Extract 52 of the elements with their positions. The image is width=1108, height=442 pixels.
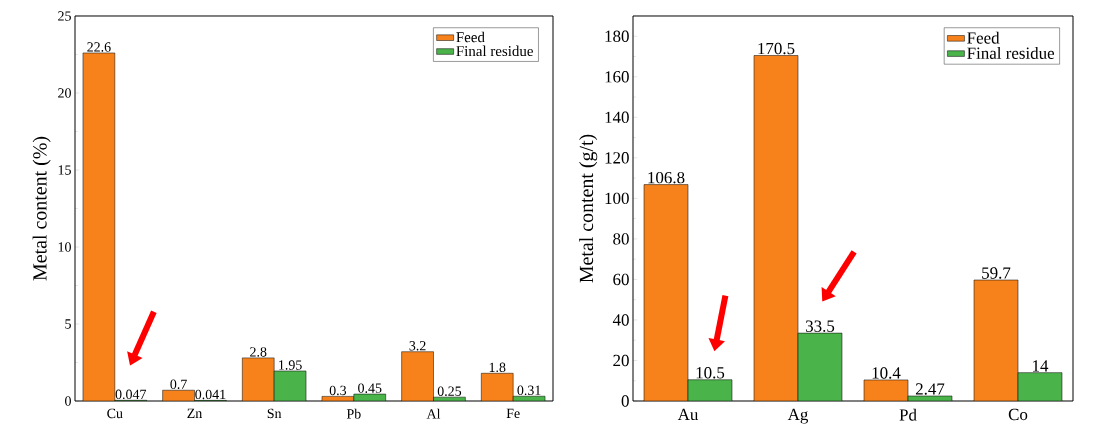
data-label: 0.25: [437, 386, 462, 396]
y-tick-label: 15: [58, 165, 71, 175]
data-label: 1.8: [489, 362, 506, 373]
data-label: 170.5: [758, 42, 795, 55]
x-tick-label: Pb: [346, 408, 361, 419]
data-label: 106.8: [648, 171, 685, 184]
legend-label: Feed: [456, 31, 485, 43]
data-label: 2.47: [915, 383, 945, 395]
data-label: 0.45: [358, 383, 382, 393]
data-label: 2.8: [250, 347, 267, 357]
data-label: 3.2: [409, 341, 426, 351]
y-axis-title: Metal content (g/t): [579, 134, 598, 283]
data-label: 14: [1033, 360, 1049, 372]
data-label: 10.5: [696, 367, 725, 379]
y-tick-label: 140: [605, 111, 629, 124]
x-tick-label: Zn: [187, 408, 203, 418]
data-label: 10.4: [872, 367, 901, 379]
x-tick-label: Al: [426, 408, 441, 419]
y-tick-label: 10: [58, 242, 71, 252]
x-tick-label: Co: [1008, 408, 1028, 421]
x-tick-label: Au: [677, 408, 699, 421]
y-tick-label: 0: [621, 395, 629, 407]
data-label: 0.7: [170, 379, 187, 390]
y-tick-label: 60: [613, 273, 629, 286]
y-tick-label: 5: [65, 319, 71, 329]
y-axis-title: Metal content (%): [32, 136, 51, 281]
y-tick-label: 0: [65, 396, 71, 406]
y-tick-label: 180: [605, 30, 629, 42]
y-tick-label: 20: [58, 88, 71, 98]
data-label: 0.041: [195, 389, 226, 400]
y-tick-label: 100: [605, 192, 629, 205]
data-label: 33.5: [806, 320, 835, 332]
y-tick-label: 40: [612, 314, 629, 326]
x-tick-label: Sn: [267, 408, 282, 419]
y-tick-label: 120: [605, 152, 629, 164]
y-tick-label: 20: [613, 354, 629, 367]
legend-label: Final residue: [456, 45, 533, 57]
x-tick-label: Cu: [107, 408, 123, 419]
x-tick-label: Ag: [787, 408, 809, 424]
data-label: 0.31: [517, 385, 541, 396]
x-tick-label: Fe: [506, 408, 520, 419]
data-label: 59.7: [982, 267, 1011, 279]
data-label: 0.3: [329, 385, 347, 396]
legend-label: Feed: [967, 31, 1000, 44]
data-label: 1.95: [279, 360, 302, 370]
y-tick-label: 160: [605, 71, 629, 83]
data-label: 22.6: [87, 42, 111, 52]
y-tick-label: 80: [613, 233, 629, 245]
data-label: 0.047: [115, 389, 147, 400]
x-tick-label: Pd: [899, 408, 917, 421]
legend-label: Final residue: [967, 46, 1055, 59]
y-tick-label: 25: [58, 11, 71, 21]
